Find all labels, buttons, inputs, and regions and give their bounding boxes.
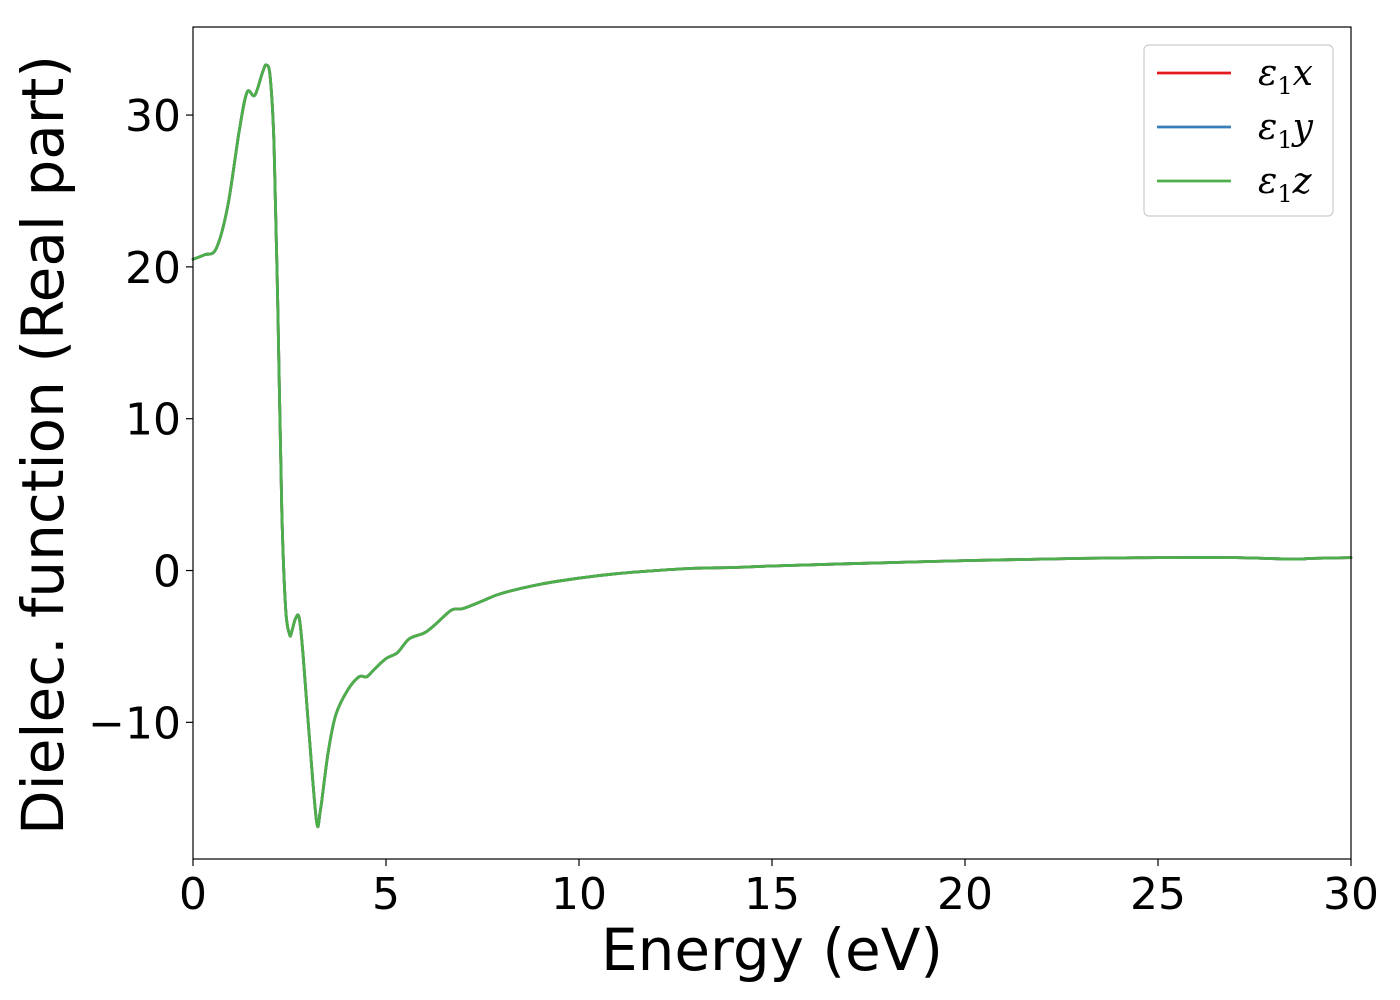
y-tick-label: 0 — [153, 547, 181, 598]
legend-label-x: ε1x — [1258, 53, 1313, 100]
legend-subscript: 1 — [1277, 72, 1292, 100]
series-line-z — [191, 63, 1353, 829]
x-tick-label: 0 — [179, 869, 207, 920]
legend-symbol: ε — [1258, 161, 1277, 202]
x-tick-label: 30 — [1323, 869, 1379, 920]
legend-suffix: y — [1291, 107, 1314, 148]
legend-symbol: ε — [1258, 53, 1277, 94]
y-tick-label: −10 — [88, 698, 181, 749]
y-axis-ticks: −10 0 10 20 30 — [88, 91, 193, 749]
y-tick-label: 20 — [125, 243, 181, 294]
y-axis-title: Dielec. function (Real part) — [9, 55, 77, 835]
y-tick-label: 30 — [125, 91, 181, 142]
legend-label-z: ε1z — [1258, 161, 1313, 208]
legend-suffix: z — [1292, 161, 1313, 202]
legend-subscript: 1 — [1277, 126, 1292, 154]
legend-suffix: x — [1293, 53, 1313, 94]
x-axis-ticks: 0 5 10 15 20 25 30 — [179, 859, 1379, 920]
legend-subscript: 1 — [1277, 180, 1292, 208]
x-tick-label: 25 — [1130, 869, 1186, 920]
x-tick-label: 5 — [372, 869, 400, 920]
legend-symbol: ε — [1258, 107, 1277, 148]
x-tick-label: 10 — [551, 869, 607, 920]
y-tick-label: 10 — [125, 395, 181, 446]
legend-box — [1143, 44, 1334, 217]
x-tick-label: 20 — [937, 869, 993, 920]
x-tick-label: 15 — [744, 869, 800, 920]
x-axis-title: Energy (eV) — [601, 916, 943, 984]
legend-label-y: ε1y — [1258, 107, 1314, 154]
series-layer — [191, 63, 1353, 829]
